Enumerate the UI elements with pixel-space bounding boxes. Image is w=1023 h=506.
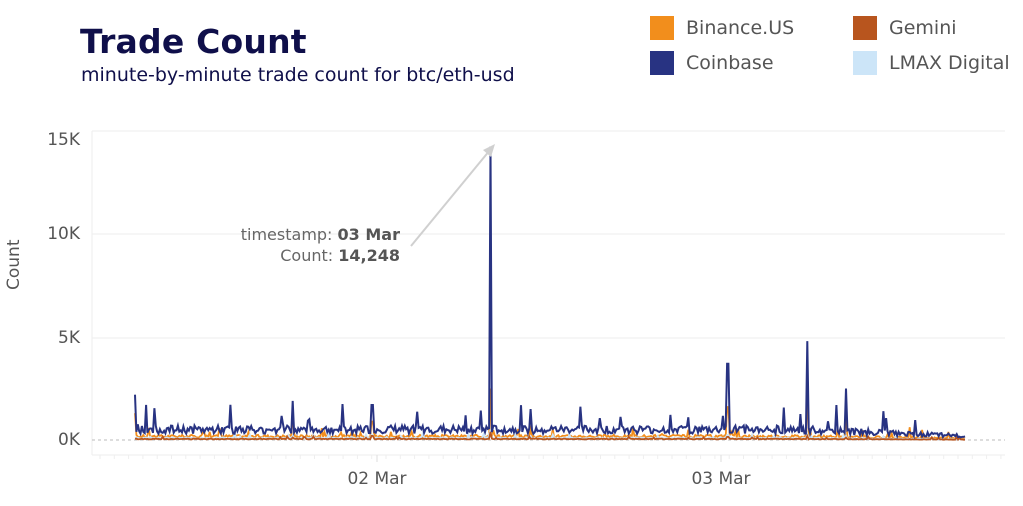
- annotation-count-value: 14,248: [338, 246, 400, 265]
- chart-subtitle: minute-by-minute trade count for btc/eth…: [81, 64, 515, 86]
- x-tick-02-mar: 02 Mar: [347, 469, 407, 489]
- legend-label: Binance.US: [686, 17, 795, 39]
- gemini-swatch-icon: [853, 16, 877, 40]
- legend-item-binance[interactable]: Binance.US: [650, 16, 794, 40]
- peak-annotation: timestamp: 03 Mar Count: 14,248: [200, 224, 400, 266]
- y-tick-15k: 15K: [47, 130, 80, 150]
- legend-item-gemini[interactable]: Gemini: [853, 16, 957, 40]
- y-tick-0k: 0K: [58, 430, 80, 450]
- legend-label: LMAX Digital: [889, 52, 1010, 74]
- lmax-swatch-icon: [853, 51, 877, 75]
- legend-label: Coinbase: [686, 52, 774, 74]
- annotation-timestamp-label: timestamp:: [240, 225, 333, 244]
- annotation-count-label: Count:: [280, 246, 334, 265]
- chart-title: Trade Count: [80, 22, 307, 61]
- legend-item-coinbase[interactable]: Coinbase: [650, 51, 774, 75]
- y-tick-10k: 10K: [47, 224, 80, 244]
- legend-label: Gemini: [889, 17, 957, 39]
- arrow-head-icon: [483, 144, 495, 157]
- annotation-arrow: [410, 149, 491, 247]
- binance-swatch-icon: [650, 16, 674, 40]
- annotation-timestamp-value: 03 Mar: [337, 225, 400, 244]
- coinbase-swatch-icon: [650, 51, 674, 75]
- series-gemini[interactable]: [134, 431, 965, 442]
- legend-item-lmax[interactable]: LMAX Digital: [853, 51, 1010, 75]
- y-tick-5k: 5K: [58, 328, 80, 348]
- series-binance-us[interactable]: [134, 386, 966, 441]
- legend: Binance.US Coinbase Gemini LMAX Digital: [650, 14, 1020, 84]
- x-tick-03-mar: 03 Mar: [691, 469, 751, 489]
- series-coinbase[interactable]: [134, 146, 966, 440]
- x-minor-ticks: [99, 455, 1002, 459]
- gridlines: [91, 130, 1005, 456]
- series-lines: [134, 146, 966, 442]
